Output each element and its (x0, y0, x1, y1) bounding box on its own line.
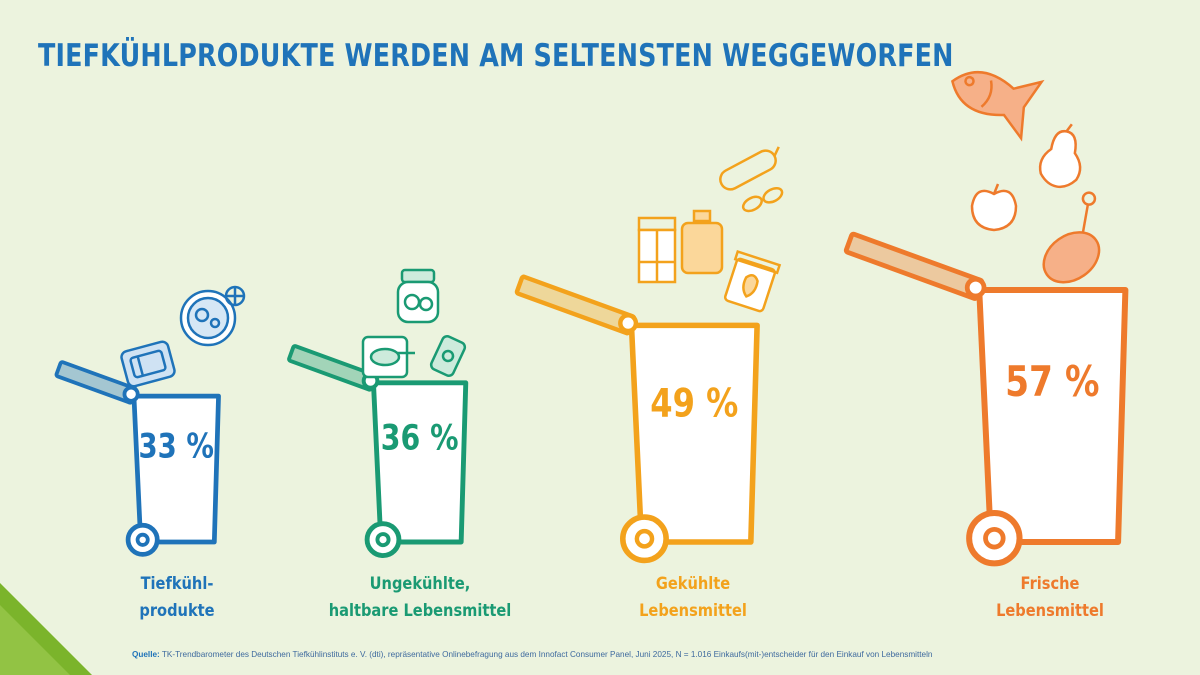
bin-hinge-3 (964, 276, 987, 299)
source-note: Quelle: TK-Trendbarometer des Deutschen … (132, 650, 932, 659)
page-title: TIEFKÜHLPRODUKTE WERDEN AM SELTENSTEN WE… (38, 38, 954, 74)
value-label-0: 33 % (139, 428, 214, 466)
source-label: Quelle: (132, 650, 160, 659)
pear-icon (1038, 123, 1082, 189)
bin-wheel-0 (125, 522, 160, 557)
fish-icon (951, 70, 1045, 142)
bin-wheel-3 (966, 510, 1023, 567)
bin-2: 49 % Gekühlte Lebensmittel (514, 274, 760, 620)
preserving-jar-icon (396, 268, 440, 324)
bin-body-0 (131, 393, 221, 545)
bin-body-1 (371, 380, 469, 545)
category-label-0-line-0: Tiefkühl- (141, 573, 214, 593)
juice-bottle-icon (680, 209, 724, 275)
category-label-3-line-1: Lebensmittel (996, 600, 1104, 620)
apple-icon (970, 183, 1018, 232)
category-label-2-line-0: Gekühlte (656, 573, 730, 593)
category-label-1-line-0: Ungekühlte, (370, 573, 471, 593)
frozen-tray-icon (120, 340, 176, 388)
corner-decoration-highlight (0, 605, 70, 675)
value-label-2: 49 % (650, 381, 738, 426)
value-label-3: 57 % (1005, 358, 1099, 407)
bin-lid-2 (514, 274, 637, 336)
canned-fish-icon (361, 335, 415, 379)
bin-1: 36 % Ungekühlte, haltbare Lebensmittel (287, 344, 512, 620)
frozen-meal-plate-icon (179, 285, 246, 347)
value-label-1: 36 % (381, 419, 459, 458)
soda-can-icon (429, 335, 467, 377)
yogurt-cup-icon (723, 249, 782, 313)
bin-0: 33 % Tiefkühl-produkte (54, 360, 221, 620)
bin-wheel-1 (364, 521, 402, 558)
bin-body-3 (976, 287, 1129, 545)
bin-hinge-2 (618, 313, 639, 334)
source-text: TK-Trendbarometer des Deutschen Tiefkühl… (161, 650, 933, 659)
category-label-3-line-0: Frische (1021, 573, 1080, 593)
category-label-1-line-1: haltbare Lebensmittel (329, 600, 512, 620)
bin-hinge-0 (122, 385, 140, 403)
category-label-2-line-1: Lebensmittel (639, 600, 747, 620)
category-label-0-line-1: produkte (139, 600, 214, 620)
bin-wheel-2 (620, 514, 669, 564)
salami-icon (719, 146, 784, 213)
ham-leg-icon (1042, 191, 1101, 284)
milk-carton-icon (637, 216, 677, 284)
bin-body-2 (628, 322, 760, 545)
bin-3: 57 % Frische Lebensmittel (843, 231, 1129, 620)
bin-lid-3 (843, 231, 985, 301)
